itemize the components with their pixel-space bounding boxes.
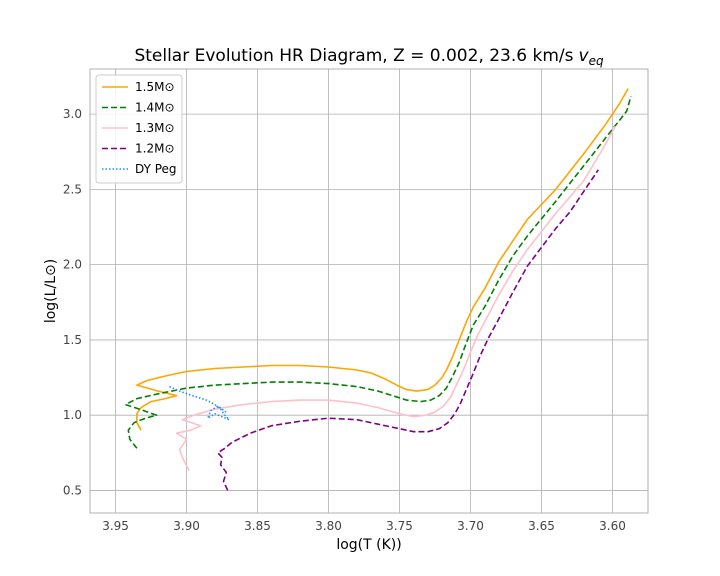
series-line-2 [175, 125, 617, 472]
chart-title: Stellar Evolution HR Diagram, Z = 0.002,… [134, 46, 604, 68]
legend-label: 1.3M⊙ [135, 121, 175, 135]
plot-frame [89, 68, 649, 514]
series-line-3 [217, 169, 599, 491]
legend-entries: 1.5M⊙ 1.4M⊙ 1.3M⊙ 1.2M⊙ DY Peg [102, 80, 177, 176]
x-tick-label: 3.95 [102, 519, 129, 533]
y-tick-label: 0.5 [63, 483, 82, 497]
legend-label: 1.4M⊙ [135, 101, 175, 115]
x-tick-label: 3.80 [315, 519, 342, 533]
y-tick-label: 1.0 [63, 408, 82, 422]
y-tick-label: 1.5 [63, 333, 82, 347]
x-tick-label: 3.85 [244, 519, 271, 533]
series-line-1 [124, 95, 632, 449]
x-tick-label: 3.75 [386, 519, 413, 533]
legend-label: 1.2M⊙ [135, 142, 175, 156]
x-tick-label: 3.65 [528, 519, 555, 533]
series-line-4 [169, 385, 230, 421]
y-tick-label: 3.0 [63, 107, 82, 121]
x-tick-label: 3.90 [173, 519, 200, 533]
legend-label: DY Peg [135, 162, 177, 176]
series-lines [124, 88, 632, 491]
y-tick-label: 2.0 [63, 258, 82, 272]
y-tick-label: 2.5 [63, 182, 82, 196]
legend-box [95, 74, 183, 184]
x-tick-label: 3.60 [599, 519, 626, 533]
y-tick-labels: 0.5 1.0 1.5 2.0 2.5 3.0 [63, 107, 82, 497]
x-axis-label: log(T (K)) [336, 537, 401, 553]
legend: 1.5M⊙ 1.4M⊙ 1.3M⊙ 1.2M⊙ DY Peg [95, 74, 183, 184]
y-axis-label: log(L/L⊙) [43, 259, 59, 323]
series-line-0 [136, 88, 629, 431]
x-tick-labels: 3.95 3.90 3.85 3.80 3.75 3.70 3.65 3.60 [102, 519, 626, 533]
x-tick-label: 3.70 [457, 519, 484, 533]
grid-lines [90, 69, 648, 513]
legend-label: 1.5M⊙ [135, 80, 175, 94]
